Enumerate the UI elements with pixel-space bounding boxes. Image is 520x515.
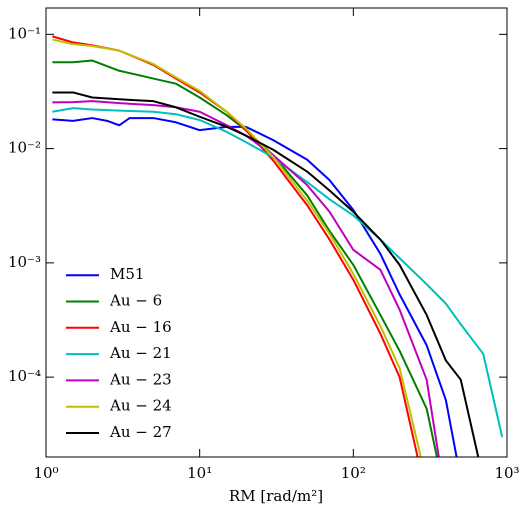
- plot-frame: [45, 7, 508, 458]
- legend-label: Au − 27: [109, 423, 172, 441]
- series-line: [52, 38, 422, 457]
- y-tick-label: 10⁻²: [8, 139, 41, 157]
- legend-label: Au − 6: [109, 292, 162, 310]
- x-tick-label: 10¹: [187, 464, 212, 482]
- lines: [52, 35, 504, 457]
- legend-label: Au − 24: [109, 397, 172, 415]
- legend-label: M51: [110, 265, 144, 283]
- legend-label: Au − 21: [109, 344, 172, 362]
- y-tick-label: 10⁻⁴: [8, 367, 41, 385]
- legend-label: Au − 16: [109, 318, 172, 336]
- series-line: [52, 117, 458, 457]
- plot-area: [46, 8, 507, 457]
- x-tick-label: 10⁰: [33, 464, 58, 482]
- y-tick-label: 10⁻³: [8, 253, 41, 271]
- x-tick-label: 10³: [494, 464, 519, 482]
- x-axis-label: RM [rad/m²]: [229, 487, 323, 505]
- y-tick-label: 10⁻¹: [8, 24, 41, 42]
- series-line: [52, 91, 480, 457]
- x-tick-label: 10²: [341, 464, 366, 482]
- legend-label: Au − 23: [109, 370, 172, 388]
